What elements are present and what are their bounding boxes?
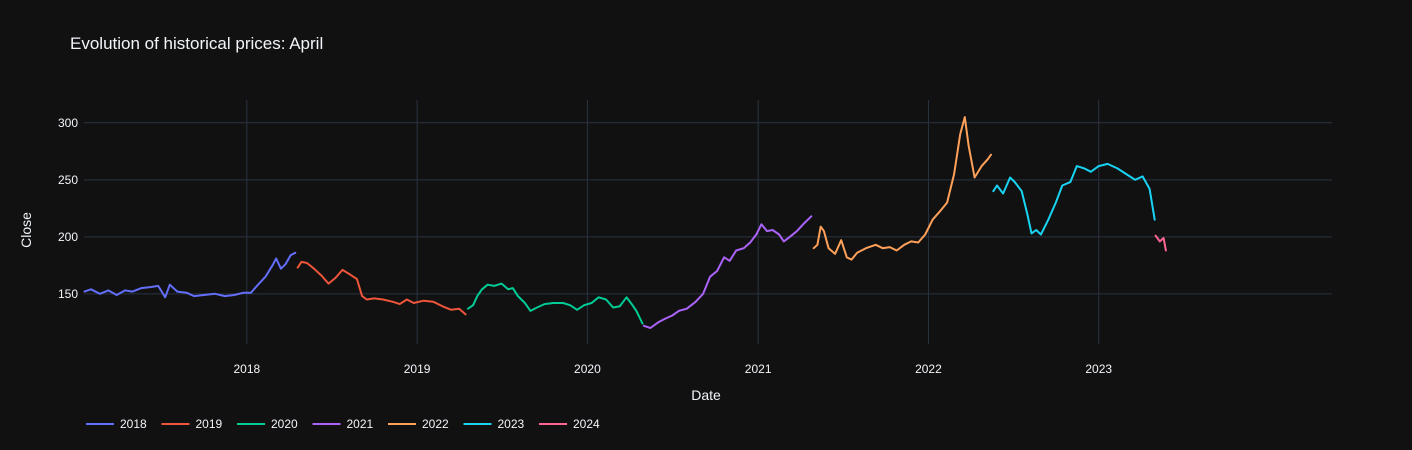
x-tick-label: 2020: [574, 362, 601, 376]
series-line-2023: [992, 162, 1156, 236]
series-lines: [83, 116, 1167, 329]
legend-label: 2024: [573, 417, 600, 431]
x-tick-label: 2022: [915, 362, 942, 376]
y-axis-title: Close: [18, 212, 34, 248]
legend-item-2020[interactable]: 2020: [237, 417, 298, 431]
legend-item-2018[interactable]: 2018: [86, 417, 147, 431]
series-line-2022: [812, 116, 992, 261]
legend-item-2019[interactable]: 2019: [161, 417, 223, 431]
x-axis-title: Date: [691, 387, 721, 403]
y-tick-label: 300: [58, 116, 78, 130]
series-line-2018: [83, 251, 297, 299]
legend-label: 2019: [196, 417, 223, 431]
x-tick-label: 2018: [233, 362, 260, 376]
legend: 2018 2019 2020 2021 2022 2023 2024: [86, 417, 600, 431]
series-line-2024: [1154, 234, 1167, 252]
chart-title: Evolution of historical prices: April: [70, 34, 323, 53]
legend-item-2023[interactable]: 2023: [463, 417, 525, 431]
legend-item-2022[interactable]: 2022: [388, 417, 449, 431]
legend-label: 2020: [271, 417, 298, 431]
x-tick-label: 2021: [745, 362, 772, 376]
legend-label: 2023: [498, 417, 525, 431]
x-tick-label: 2019: [404, 362, 431, 376]
legend-label: 2022: [422, 417, 449, 431]
legend-item-2024[interactable]: 2024: [539, 417, 600, 431]
y-tick-label: 250: [58, 173, 78, 187]
legend-label: 2021: [347, 417, 374, 431]
legend-label: 2018: [120, 417, 147, 431]
y-tick-label: 150: [58, 287, 78, 301]
tick-labels: 150 200 250 300 2018 2019 2020 2021 2022 2023: [58, 116, 1112, 376]
legend-item-2021[interactable]: 2021: [312, 417, 374, 431]
series-line-2021: [642, 215, 813, 329]
series-line-2019: [296, 260, 467, 316]
series-line-2020: [467, 282, 644, 325]
x-tick-label: 2023: [1085, 362, 1112, 376]
y-tick-label: 200: [58, 230, 78, 244]
grid: [84, 100, 1332, 344]
